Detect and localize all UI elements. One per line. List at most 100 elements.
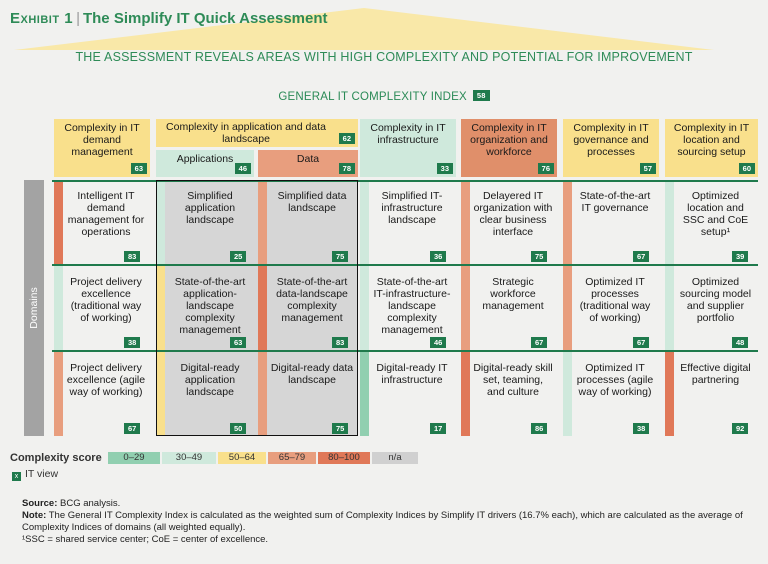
domain-cell-text: Optimized IT processes (traditional way … xyxy=(579,276,651,324)
general-index-value: 58 xyxy=(472,90,490,101)
domain-cell-text: Optimized location and SSC and CoE setup… xyxy=(682,190,749,238)
column-header-label: Complexity in IT organization and workfo… xyxy=(470,122,548,158)
cell-score-bar xyxy=(54,180,63,264)
cell-score-bar xyxy=(258,352,267,436)
cell-score-bar xyxy=(54,266,63,350)
subcolumn-label: Applications xyxy=(176,153,234,165)
domain-cell-score: 67 xyxy=(633,251,650,262)
subcolumn-header: Applications 46 xyxy=(156,150,254,177)
title-separator: | xyxy=(76,10,80,27)
domain-cell-score: 83 xyxy=(124,251,141,262)
domain-cell-score: 75 xyxy=(332,423,349,434)
domain-cell-score: 86 xyxy=(531,423,548,434)
domain-cell-text: State-of-the-art data-landscape complexi… xyxy=(276,276,348,324)
domain-cell-score: 25 xyxy=(230,251,247,262)
domain-cell-score: 92 xyxy=(732,423,749,434)
domain-cell-text: State-of-the-art IT-infrastructure-lands… xyxy=(373,276,451,336)
domain-cell-score: 17 xyxy=(430,423,447,434)
column-header-score: 63 xyxy=(130,163,147,174)
column-header: Complexity in IT location and sourcing s… xyxy=(665,119,758,177)
exhibit-title: Exhibit 1 | The Simplify IT Quick Assessme… xyxy=(10,10,328,27)
note-text: The General IT Complexity Index is calcu… xyxy=(22,510,743,533)
domain-cell-text: Simplified IT-infrastructure landscape xyxy=(381,190,443,226)
column-header: Complexity in application and data lands… xyxy=(156,119,358,147)
cell-score-bar xyxy=(258,180,267,264)
cell-score-bar xyxy=(54,352,63,436)
cell-score-bar xyxy=(665,352,674,436)
domain-cell-score: 67 xyxy=(124,423,141,434)
general-index-label: GENERAL IT COMPLEXITY INDEX xyxy=(278,91,467,103)
cell-score-bar xyxy=(563,266,572,350)
subcolumn-score: 78 xyxy=(338,163,355,174)
row-separator xyxy=(52,180,758,182)
domain-cell-score: 67 xyxy=(531,337,548,348)
domain-cell-score: 46 xyxy=(430,337,447,348)
domains-label: Domains xyxy=(28,287,40,329)
column-header: Complexity in IT infrastructure 33 xyxy=(360,119,456,177)
domain-cell-score: 75 xyxy=(332,251,349,262)
domain-cell-text: Optimized IT processes (agile way of wor… xyxy=(576,362,654,398)
cell-score-bar xyxy=(461,180,470,264)
it-view-swatch: x xyxy=(12,472,21,481)
cell-score-bar xyxy=(156,352,165,436)
cell-score-bar xyxy=(360,266,369,350)
domain-cell-text: State-of-the-art application-landscape c… xyxy=(174,276,246,336)
domain-cell-score: 75 xyxy=(531,251,548,262)
cell-score-bar xyxy=(461,266,470,350)
domain-cell-score: 38 xyxy=(124,337,141,348)
domains-bar: Domains xyxy=(24,180,44,436)
subcolumn-label: Data xyxy=(296,153,320,165)
domain-cell-text: Delayered IT organization with clear bus… xyxy=(473,190,553,238)
cell-score-bar xyxy=(563,180,572,264)
it-view-legend: x IT view xyxy=(12,468,58,481)
source-text: BCG analysis. xyxy=(60,498,121,509)
domain-cell-text: Digital-ready skill set, teaming, and cu… xyxy=(473,362,553,398)
legend-swatch: 80–100 xyxy=(318,452,370,464)
domain-cell-score: 83 xyxy=(332,337,349,348)
domain-cell-score: 63 xyxy=(230,337,247,348)
domain-cell-text: Optimized sourcing model and supplier po… xyxy=(679,276,752,324)
column-header-score: 33 xyxy=(436,163,453,174)
domain-cell-text: Effective digital partnering xyxy=(680,362,751,386)
legend-title: Complexity score xyxy=(10,452,102,464)
cell-score-bar xyxy=(563,352,572,436)
cell-score-bar xyxy=(258,266,267,350)
column-header: Complexity in IT demand management 63 xyxy=(54,119,150,177)
domain-cell-text: Project delivery excellence (agile way o… xyxy=(66,362,146,398)
column-header-score: 57 xyxy=(639,163,656,174)
cell-score-bar xyxy=(156,180,165,264)
exhibit-label: Exhibit 1 xyxy=(10,10,74,27)
column-header-label: Complexity in IT infrastructure xyxy=(370,122,446,146)
exhibit-heading: The Simplify IT Quick Assessment xyxy=(82,10,328,27)
cell-score-bar xyxy=(665,180,674,264)
domain-cell-text: Project delivery excellence (traditional… xyxy=(70,276,142,324)
domain-cell-text: State-of-the-art IT governance xyxy=(579,190,651,214)
row-separator xyxy=(52,350,758,352)
legend-swatch: n/a xyxy=(372,452,418,464)
column-header-score: 62 xyxy=(338,133,355,144)
cell-score-bar xyxy=(665,266,674,350)
app-data-frame xyxy=(156,180,358,436)
note-label: Note: xyxy=(22,510,47,521)
subcolumn-score: 46 xyxy=(234,163,251,174)
legend-swatch: 0–29 xyxy=(108,452,160,464)
domain-cell-score: 36 xyxy=(430,251,447,262)
domain-cell-score: 38 xyxy=(633,423,650,434)
column-header-label: Complexity in application and data lands… xyxy=(166,121,326,145)
footnote: ¹SSC = shared service center; CoE = cent… xyxy=(22,534,269,545)
domain-cell-text: Simplified data landscape xyxy=(277,190,347,214)
domain-cell-text: Digital-ready application landscape xyxy=(180,362,240,398)
domain-cell-score: 48 xyxy=(732,337,749,348)
row-separator xyxy=(52,264,758,266)
cell-score-bar xyxy=(360,352,369,436)
subcolumn-header: Data 78 xyxy=(258,150,358,177)
cell-score-bar xyxy=(156,266,165,350)
cell-score-bar xyxy=(461,352,470,436)
domain-cell-text: Simplified application landscape xyxy=(184,190,236,226)
legend-swatch: 50–64 xyxy=(218,452,266,464)
roof-shape xyxy=(14,8,714,50)
general-index: GENERAL IT COMPLEXITY INDEX 58 xyxy=(0,90,768,103)
column-header: Complexity in IT governance and processe… xyxy=(563,119,659,177)
domain-cell-score: 67 xyxy=(633,337,650,348)
column-header-score: 60 xyxy=(738,163,755,174)
